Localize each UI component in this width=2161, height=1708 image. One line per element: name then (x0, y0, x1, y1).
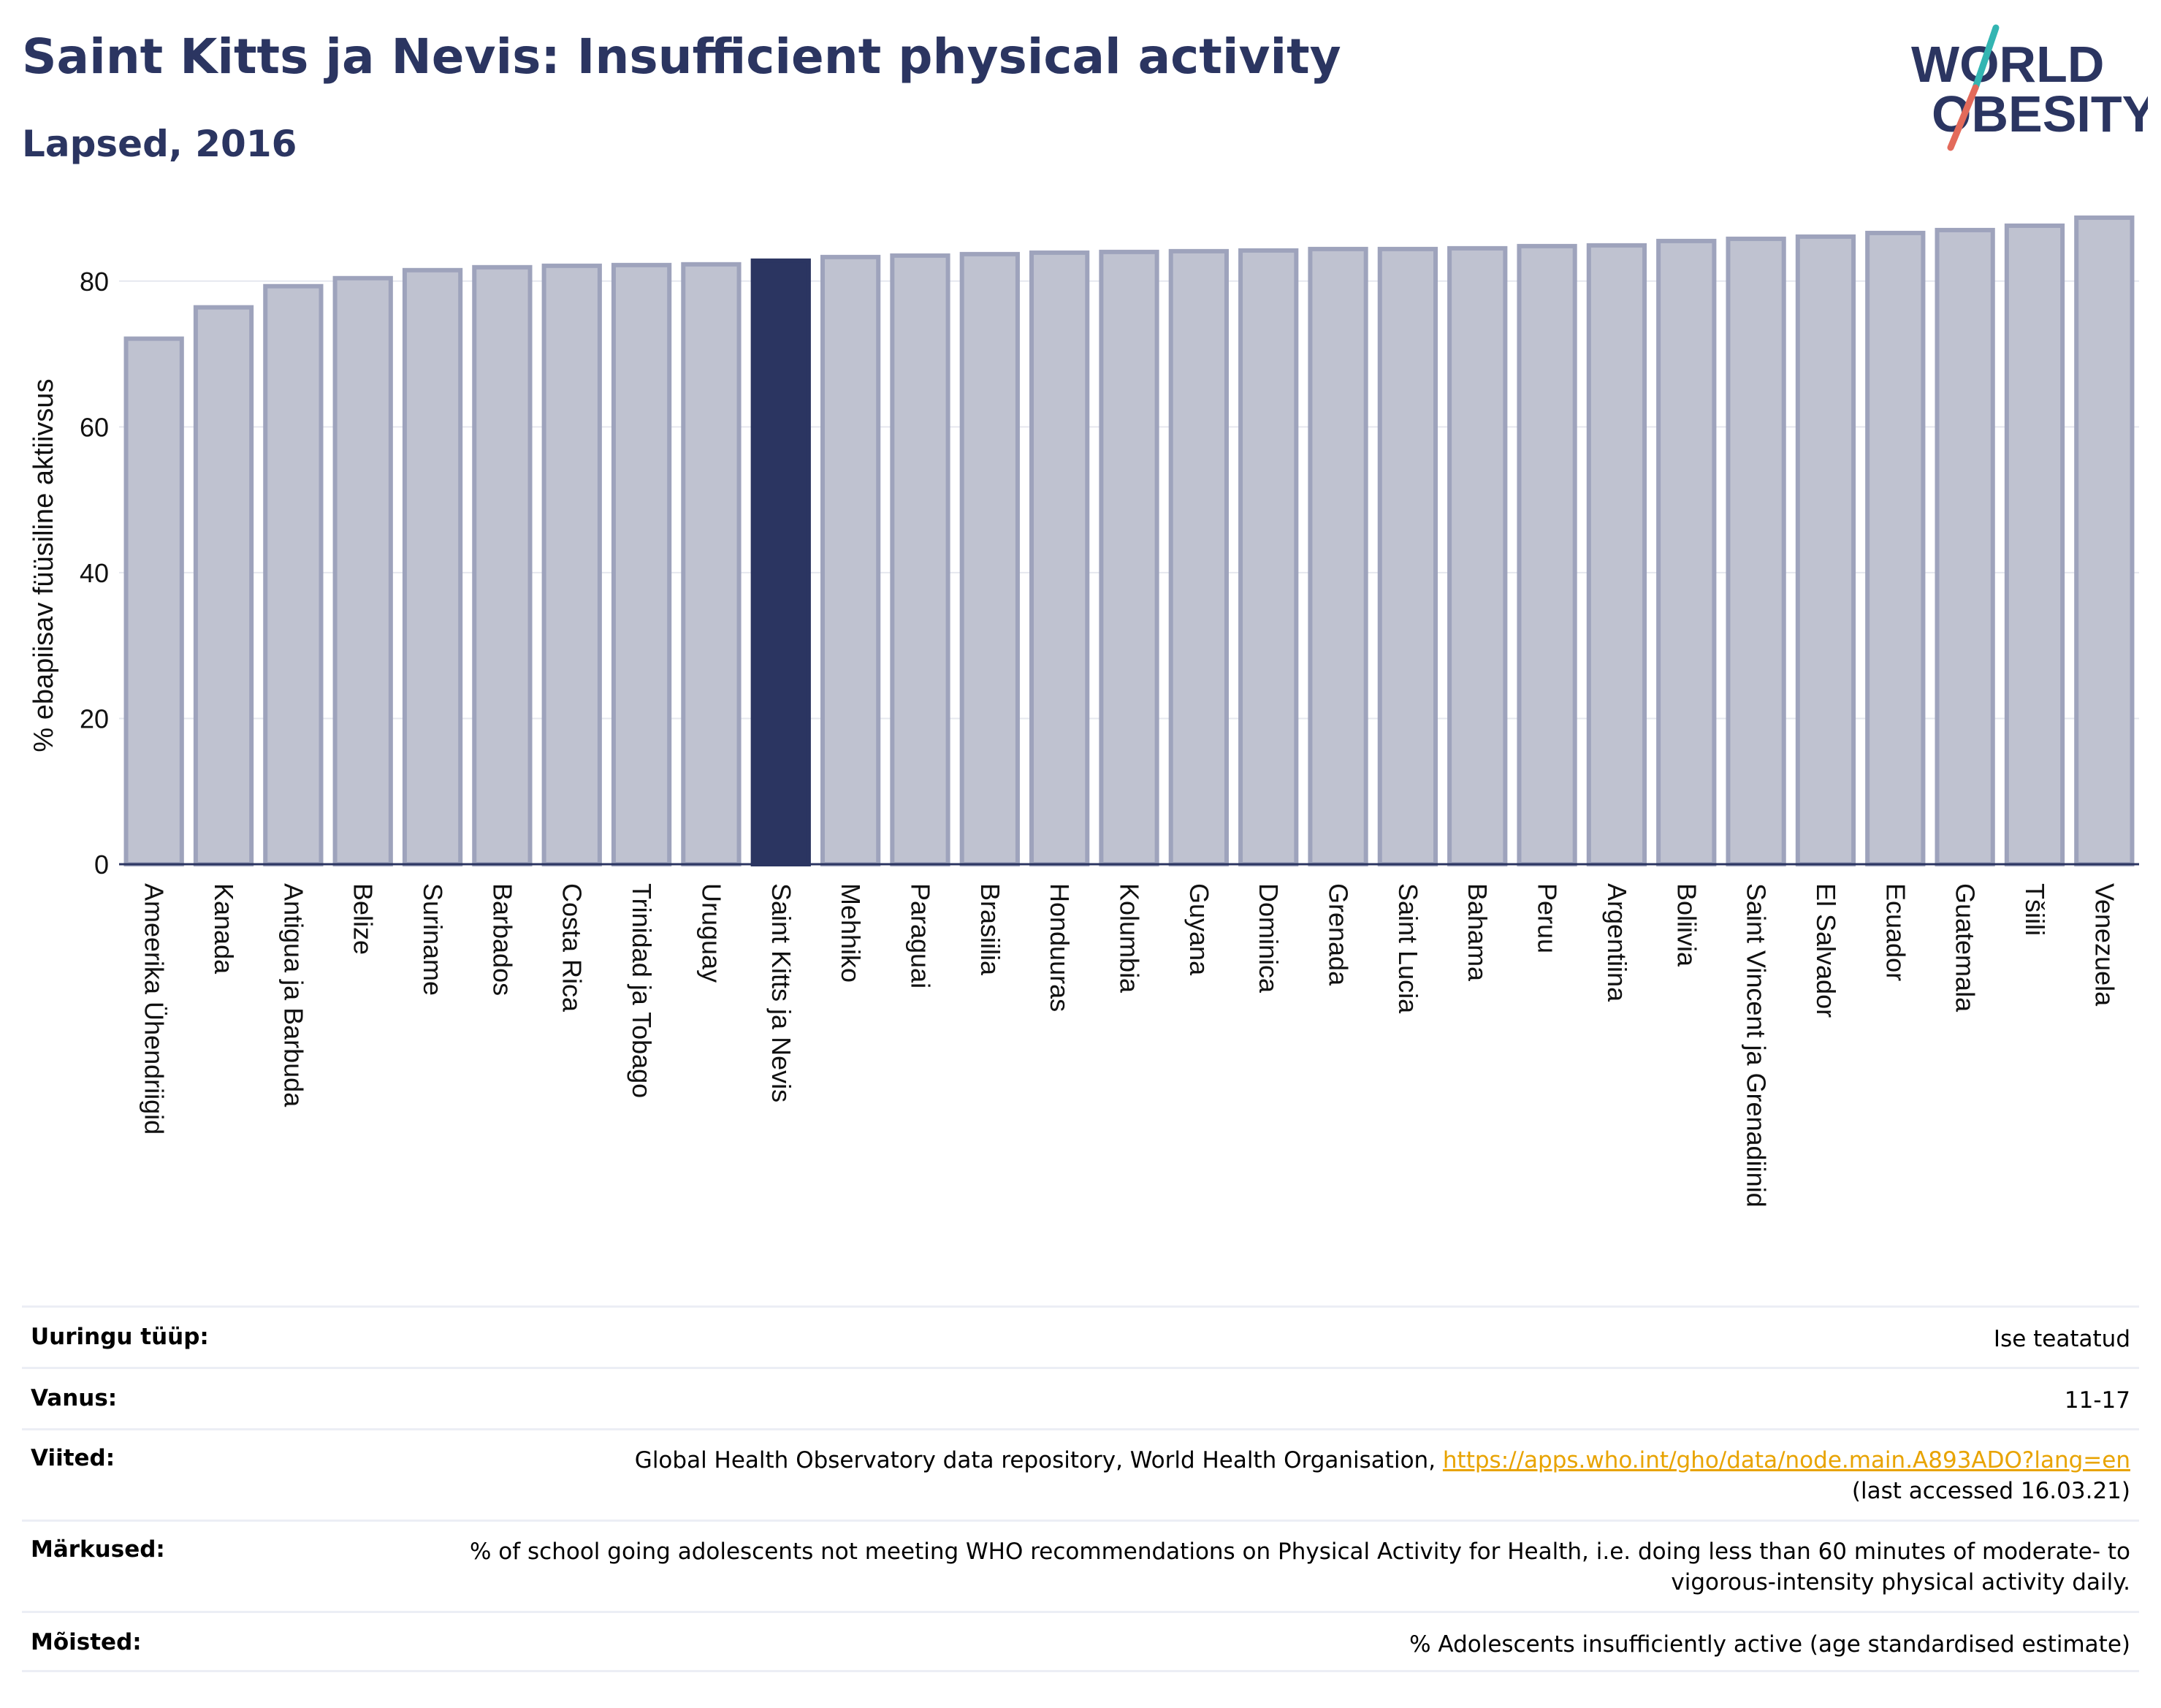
x-axis-ticks: Ameerika Ühendriigid Kanada Antigua ja Bar… (140, 883, 2120, 1208)
x-tick-label: Barbados (487, 883, 517, 996)
bar-el-salvador (1795, 234, 1856, 866)
bar-kanada (193, 305, 254, 867)
bar-dominica (1238, 248, 1299, 867)
y-axis-ticks: 0 20 40 60 80 (80, 267, 109, 880)
y-tick-label: 80 (80, 267, 109, 297)
notes-value: % of school going adolescents not meetin… (469, 1539, 2130, 1595)
y-axis-label: % ebapiisav füüsiline aktiivsus (28, 378, 59, 752)
x-tick-label: Ecuador (1880, 883, 1910, 981)
references-note: (last accessed 16.03.21) (1851, 1478, 2130, 1504)
bar-venezuela (2074, 215, 2135, 866)
chart-subtitle: Lapsed, 2016 (22, 123, 297, 165)
notes-label: Märkused: (31, 1536, 165, 1563)
bar-barbados (472, 264, 533, 866)
y-tick-label: 20 (80, 704, 109, 733)
info-table: Uuringu tüüp: Ise teatatud Vanus: 11-17 … (22, 1305, 2139, 1672)
age-label: Vanus: (31, 1385, 118, 1411)
bar-antigua-ja-barbuda (263, 283, 324, 866)
logo-slash-bottom (1947, 84, 1979, 151)
x-tick-label: Antigua ja Barbuda (278, 883, 308, 1107)
bar-brasiilia (959, 251, 1020, 866)
bar-ecuador (1865, 230, 1926, 866)
references-value: Global Health Observatory data repositor… (635, 1445, 2130, 1506)
definitions-label: Mõisted: (31, 1629, 142, 1655)
x-tick-label: Belize (348, 883, 378, 955)
bar-guatemala (1935, 227, 1995, 866)
x-tick-label: Uruguay (696, 883, 726, 983)
definitions-value: % Adolescents insufficiently active (age… (1409, 1631, 2130, 1658)
info-row-survey: Uuringu tüüp: Ise teatatud (22, 1305, 2139, 1367)
bar-bahama (1447, 245, 1508, 866)
x-tick-label: Mehhiko (836, 883, 866, 983)
x-tick-label: Kolumbia (1115, 883, 1145, 994)
bar-honduuras (1029, 250, 1090, 866)
x-tick-label: Paraguai (905, 883, 935, 988)
survey-type-value: Ise teatatud (1993, 1326, 2130, 1352)
bar-saint-vincent-ja-grenadiinid (1726, 236, 1786, 866)
age-value: 11-17 (2064, 1387, 2130, 1414)
bar-peruu (1517, 243, 1577, 866)
x-tick-label: Saint Kitts ja Nevis (766, 883, 796, 1102)
x-tick-label: Tšiili (2020, 883, 2050, 936)
chart-title: Saint Kitts ja Nevis: Insufficient physi… (22, 28, 1341, 85)
x-tick-label: Peruu (1533, 883, 1563, 953)
x-tick-label: Argentiina (1602, 883, 1632, 1002)
x-tick-label: Suriname (418, 883, 448, 996)
x-tick-label: Guyana (1184, 883, 1214, 976)
logo-slash-top (1972, 24, 2000, 91)
bar-trinidad-ja-tobago (611, 262, 672, 866)
references-label: Viited: (31, 1445, 115, 1471)
x-tick-label: Grenada (1324, 883, 1354, 986)
bars (123, 215, 2135, 867)
x-tick-label: Brasiilia (975, 883, 1005, 976)
x-tick-label: Guatemala (1951, 883, 1981, 1013)
x-tick-label: Kanada (209, 883, 239, 975)
bar-costa-rica (541, 263, 602, 866)
bar-mehhiko (820, 254, 881, 866)
bar-saint-lucia (1377, 246, 1438, 866)
bar-guyana (1168, 248, 1229, 866)
info-row-references: Viited: Global Health Observatory data r… (22, 1428, 2139, 1520)
x-tick-label: Saint Vincent ja Grenadiinid (1742, 883, 1772, 1208)
x-tick-label: Dominica (1254, 883, 1284, 994)
logo-text-world: WORLD (1911, 36, 2104, 93)
x-tick-label: El Salvador (1811, 883, 1841, 1018)
survey-type-label: Uuringu tüüp: (31, 1324, 209, 1350)
bar-ameerika-hendriigid (123, 336, 184, 866)
info-row-notes: Märkused: % of school going adolescents … (22, 1520, 2139, 1611)
bar-paraguai (890, 253, 950, 867)
bar-kolumbia (1099, 249, 1159, 867)
x-tick-label: Bahama (1463, 883, 1493, 982)
bar-suriname (402, 267, 463, 866)
x-tick-label: Saint Lucia (1393, 883, 1423, 1014)
x-tick-label: Honduuras (1045, 883, 1075, 1012)
bar-chart: 0 20 40 60 80 Ameerika Ühendriigid Kanada Anti… (28, 215, 2139, 1208)
x-tick-label: Trinidad ja Tobago (627, 883, 657, 1098)
bar-argentiina (1586, 243, 1647, 866)
bar-saint-kitts-ja-nevis (750, 258, 811, 866)
x-tick-label: Costa Rica (557, 883, 587, 1013)
y-tick-label: 60 (80, 412, 109, 442)
bar-t-iili (2004, 223, 2065, 866)
x-tick-label: Ameerika Ühendriigid (140, 883, 169, 1135)
references-text: Global Health Observatory data repositor… (634, 1447, 1443, 1473)
info-row-age: Vanus: 11-17 (22, 1367, 2139, 1428)
bar-grenada (1308, 246, 1368, 866)
y-tick-label: 40 (80, 558, 109, 588)
world-obesity-logo: WORLD OBESITY (1911, 24, 2148, 151)
y-tick-label: 0 (94, 850, 109, 880)
references-link[interactable]: https://apps.who.int/gho/data/node.main.… (1442, 1447, 2130, 1473)
x-tick-label: Venezuela (2089, 883, 2119, 1007)
bar-belize (332, 275, 393, 866)
bar-boliivia (1656, 238, 1717, 866)
bar-uruguay (681, 262, 742, 866)
info-row-definitions: Mõisted: % Adolescents insufficiently ac… (22, 1611, 2139, 1672)
x-tick-label: Boliivia (1672, 883, 1701, 967)
